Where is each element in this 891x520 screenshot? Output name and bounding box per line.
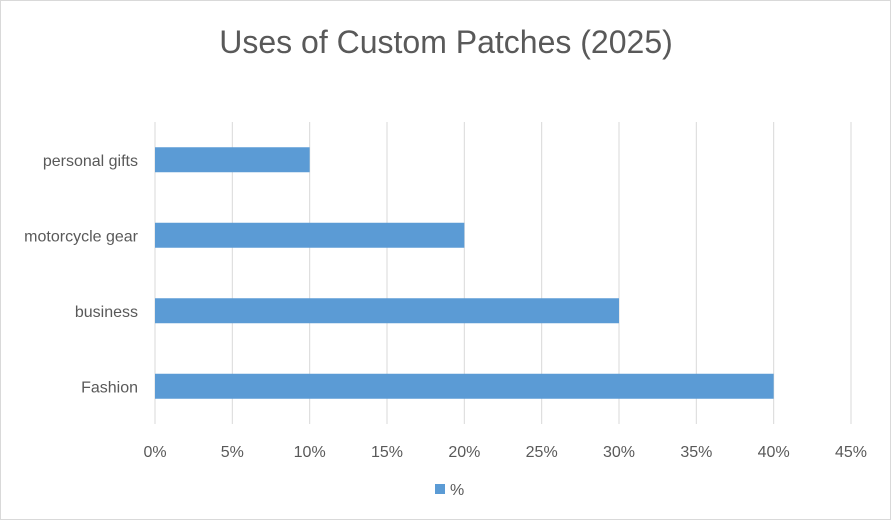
- category-label: personal gifts: [43, 153, 138, 170]
- category-label: Fashion: [81, 379, 138, 396]
- x-tick-label: 35%: [680, 444, 712, 461]
- gridlines: [154, 122, 852, 424]
- x-tick-label: 0%: [143, 444, 166, 461]
- category-label: business: [75, 304, 138, 321]
- x-tick-label: 20%: [448, 444, 480, 461]
- x-tick-label: 10%: [294, 444, 326, 461]
- x-tick-label: 45%: [835, 444, 867, 461]
- bar-personal-gifts: [155, 147, 310, 173]
- bars: [155, 147, 774, 399]
- legend-label: %: [450, 482, 464, 499]
- x-tick-label: 25%: [526, 444, 558, 461]
- bar-motorcycle-gear: [155, 222, 465, 248]
- bar-fashion: [155, 373, 774, 399]
- x-tick-label: 15%: [371, 444, 403, 461]
- legend-swatch: [435, 484, 445, 494]
- category-labels: personal gifts motorcycle gear business Fas…: [24, 153, 138, 397]
- x-tick-label: 30%: [603, 444, 635, 461]
- chart-title: Uses of Custom Patches (2025): [219, 24, 673, 60]
- legend: %: [435, 482, 464, 499]
- x-tick-label: 5%: [221, 444, 244, 461]
- category-label: motorcycle gear: [24, 228, 138, 245]
- bar-business: [155, 298, 619, 324]
- x-tick-labels: 0% 5% 10% 15% 20% 25% 30% 35% 40% 45%: [143, 444, 867, 461]
- x-tick-label: 40%: [758, 444, 790, 461]
